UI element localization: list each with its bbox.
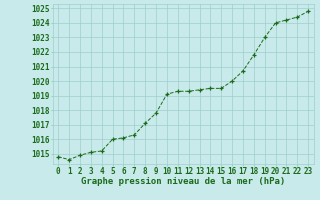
X-axis label: Graphe pression niveau de la mer (hPa): Graphe pression niveau de la mer (hPa) [81, 177, 285, 186]
